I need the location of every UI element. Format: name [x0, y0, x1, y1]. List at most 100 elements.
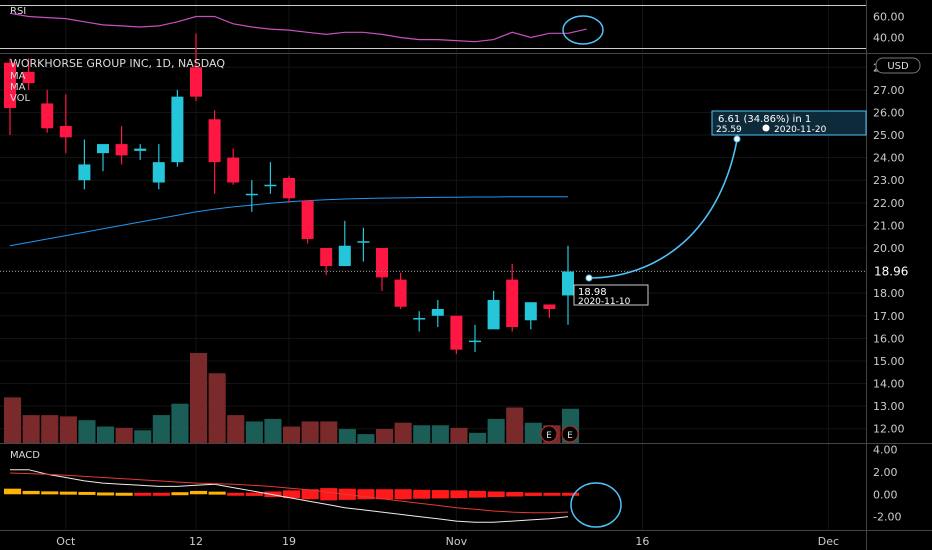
candle-body — [245, 193, 258, 196]
volume-bar — [283, 426, 301, 443]
projection-label-box — [711, 110, 867, 136]
macd-axis: 4.00 2.00 0.00 -2.00 — [873, 444, 901, 524]
macd-histogram-bar — [562, 492, 580, 496]
candle-body — [562, 271, 574, 296]
candle-body — [431, 308, 444, 316]
time-tick-label: Nov — [446, 535, 468, 548]
candle-body — [264, 184, 277, 187]
ma-label-1: MA — [10, 71, 26, 82]
candle-body — [115, 144, 128, 156]
time-tick-label: 16 — [635, 535, 649, 548]
macd-histogram-bar — [245, 492, 263, 496]
rsi-highlight-circle — [562, 15, 604, 45]
macd-histogram-bar — [78, 491, 96, 495]
earnings-marker-1[interactable] — [540, 425, 558, 443]
projection-start-point — [585, 274, 593, 282]
macd-histogram-bar — [301, 489, 319, 500]
macd-pane-label: MACD — [10, 450, 40, 461]
volume-bar — [431, 425, 449, 443]
macd-histogram-bar — [208, 491, 226, 495]
symbol-title: WORKHORSE GROUP INC, 1D, NASDAQ — [10, 57, 225, 70]
macd-histogram-bar — [357, 489, 375, 500]
volume-label: VOL — [10, 93, 31, 104]
volume-bar — [171, 403, 189, 443]
macd-histogram-bar — [524, 492, 542, 496]
volume-bar — [78, 420, 96, 443]
candle-body — [283, 177, 295, 199]
rsi-tick-label: 40.00 — [873, 32, 905, 45]
macd-histogram-bar — [394, 489, 412, 500]
candle-body — [394, 279, 407, 307]
candle-body — [41, 103, 54, 129]
volume-bar — [487, 418, 505, 443]
start-label-box — [573, 284, 649, 306]
macd-tick-label: 0.00 — [873, 488, 898, 501]
volume-bar — [134, 430, 152, 443]
volume-bar — [227, 415, 245, 443]
candle-body — [357, 241, 370, 243]
macd-tick-label: 4.00 — [873, 444, 898, 457]
macd-histogram-bar — [320, 488, 338, 501]
candlesticks — [4, 33, 574, 355]
current-price-value: 18.96 — [874, 264, 908, 278]
start-date: 2020-11-10 — [578, 297, 631, 307]
candle-body — [97, 144, 109, 154]
macd-histogram-bar — [115, 492, 133, 496]
currency-button[interactable] — [875, 57, 921, 74]
macd-histogram-bar — [227, 492, 245, 496]
macd-tick-label: 2.00 — [873, 466, 898, 479]
volume-bar — [413, 425, 431, 443]
price-tick-label: 26.00 — [873, 106, 905, 119]
candle-body — [227, 157, 240, 183]
volume-bar — [190, 353, 208, 443]
price-tick-label: 27.00 — [873, 84, 905, 97]
earnings-marker-2[interactable] — [561, 425, 579, 443]
volume-bar — [320, 421, 338, 443]
signal-line — [9, 472, 569, 514]
macd-line — [10, 469, 569, 523]
macd-histogram-bar — [376, 489, 394, 500]
price-tick-label: 20.00 — [873, 242, 905, 255]
candle-body — [487, 299, 500, 330]
volume-bar — [115, 427, 133, 443]
currency-label: USD — [887, 61, 909, 72]
rsi-pane-label: RSI — [10, 6, 26, 17]
price-tick-label: 18.00 — [873, 287, 905, 300]
candle-body — [78, 164, 91, 181]
volume-bar — [376, 429, 394, 443]
candle-body — [524, 302, 537, 321]
price-tick-label: 24.00 — [873, 152, 905, 165]
time-axis: Oct 12 19 Nov 16 Dec — [56, 535, 839, 548]
volume-bar — [59, 416, 77, 443]
macd-histogram-bar — [506, 492, 524, 497]
price-tick-label: 17.00 — [873, 310, 905, 323]
candle-body — [134, 148, 147, 151]
volume-bars — [4, 353, 580, 443]
current-price-tag — [867, 263, 932, 280]
time-tick-label: 12 — [189, 535, 203, 548]
candle-body — [469, 340, 481, 343]
macd-histogram-bar — [413, 489, 431, 499]
macd-histogram-bar — [283, 490, 301, 499]
candle-body — [543, 304, 556, 309]
candle-body — [376, 248, 388, 278]
candle-body — [152, 162, 165, 183]
candle-body — [208, 119, 221, 163]
candle-body — [59, 126, 72, 138]
candle-body — [22, 71, 35, 84]
clock-icon — [762, 124, 770, 132]
macd-histogram-bar — [487, 491, 505, 498]
volume-bar — [450, 427, 468, 443]
volume-bar — [506, 407, 524, 443]
macd-histogram-bar — [543, 492, 561, 496]
price-tick-label: 16.00 — [873, 332, 905, 345]
candle-body — [320, 248, 333, 267]
projection-end-point — [733, 135, 741, 143]
rsi-tick-label: 60.00 — [873, 11, 905, 24]
macd-histogram-bar — [469, 490, 487, 498]
volume-bar — [4, 397, 22, 443]
price-tick-label: 13.00 — [873, 400, 905, 413]
macd-histogram-bar — [171, 492, 189, 496]
